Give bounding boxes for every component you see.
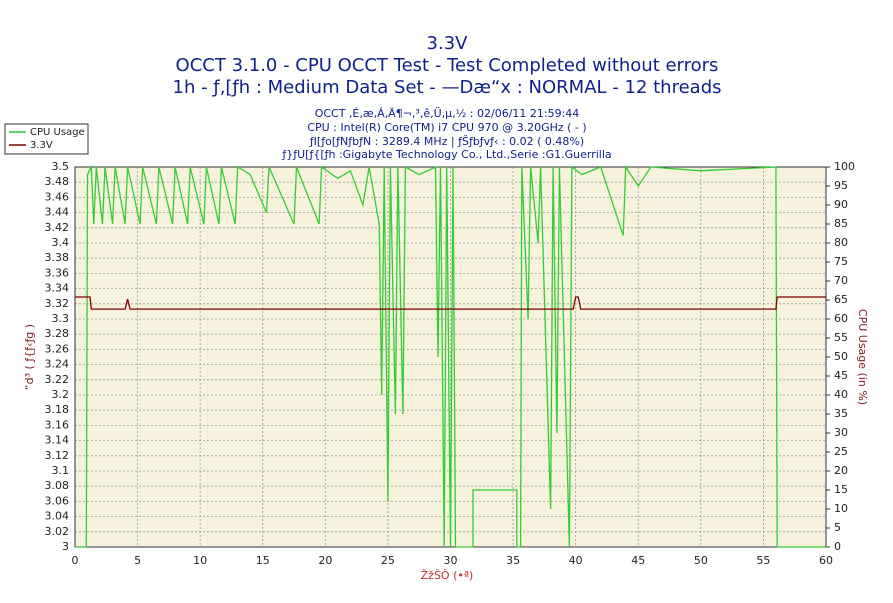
y-tick-label: 3.38	[45, 251, 70, 264]
x-tick-label: 20	[318, 554, 332, 567]
y-tick-label: 3.08	[45, 479, 70, 492]
y-tick-label: 3.28	[45, 327, 70, 340]
x-tick-label: 25	[381, 554, 395, 567]
y2-tick-label: 75	[834, 255, 848, 268]
y-tick-label: 3.42	[45, 221, 70, 234]
y-tick-label: 3.06	[45, 494, 70, 507]
series-line	[75, 164, 826, 548]
y-tick-label: 3.1	[52, 464, 70, 477]
info-line: OCCT ‚É‚æ‚Á‚Ä¶¬‚³‚ê‚Ü‚µ‚½ : 02/06/11 21:…	[315, 107, 580, 120]
legend-box	[4, 123, 89, 155]
y2-axis-title: CPU Usage (in %)	[856, 309, 869, 405]
y-tick-label: 3.12	[45, 449, 70, 462]
x-tick-label: 30	[444, 554, 458, 567]
y2-tick-label: 80	[834, 236, 848, 249]
y-tick-label: 3.26	[45, 342, 70, 355]
y2-tick-label: 50	[834, 350, 848, 363]
info-line: CPU : Intel(R) Core(TM) i7 CPU 970 @ 3.2…	[307, 121, 586, 134]
info-line: ƒI[ƒo[ƒNƒbƒN : 3289.4 MHz | ƒŠƒbƒvƒ‹ : 0…	[309, 135, 584, 148]
y2-tick-label: 100	[834, 160, 855, 173]
legend-label: 3.3V	[30, 140, 53, 151]
y2-tick-label: 5	[834, 521, 841, 534]
legend-label: CPU Usage	[30, 127, 85, 138]
x-axis-title: ŽžŠÔ (•ª)	[421, 569, 474, 582]
x-tick-label: 15	[256, 554, 270, 567]
y-tick-label: 3.22	[45, 373, 70, 386]
x-tick-label: 0	[72, 554, 79, 567]
x-tick-label: 55	[756, 554, 770, 567]
series-line	[75, 296, 826, 310]
y-tick-label: 3.32	[45, 297, 70, 310]
y-tick-label: 3	[62, 540, 69, 553]
y2-tick-label: 85	[834, 217, 848, 230]
info-line: ƒ}ƒU[ƒ{[ƒh :Gigabyte Technology Co., Ltd…	[281, 148, 611, 161]
x-tick-label: 5	[134, 554, 141, 567]
y-tick-label: 3.34	[45, 282, 70, 295]
y2-tick-label: 70	[834, 274, 848, 287]
y-tick-label: 3.44	[45, 206, 70, 219]
y2-tick-label: 60	[834, 312, 848, 325]
y2-tick-label: 0	[834, 540, 841, 553]
y2-tick-label: 65	[834, 293, 848, 306]
y-tick-label: 3.3	[52, 312, 70, 325]
y2-tick-label: 95	[834, 179, 848, 192]
chart-subtitle: 1h - ƒ‚[ƒh : Medium Data Set - —Dæ“x : N…	[173, 77, 722, 98]
x-tick-label: 40	[569, 554, 583, 567]
y-tick-label: 3.36	[45, 266, 70, 279]
y2-tick-label: 45	[834, 369, 848, 382]
y2-tick-label: 10	[834, 502, 848, 515]
y-tick-label: 3.18	[45, 403, 70, 416]
y-tick-label: 3.5	[52, 160, 70, 173]
y2-tick-label: 25	[834, 445, 848, 458]
y-tick-label: 3.46	[45, 190, 70, 203]
y-tick-label: 3.48	[45, 175, 70, 188]
y2-tick-label: 90	[834, 198, 848, 211]
x-tick-label: 35	[506, 554, 520, 567]
x-tick-label: 60	[819, 554, 833, 567]
y2-tick-label: 55	[834, 331, 848, 344]
y2-tick-label: 30	[834, 426, 848, 439]
chart-subtitle: OCCT 3.1.0 - CPU OCCT Test - Test Comple…	[176, 55, 719, 76]
y-tick-label: 3.2	[52, 388, 70, 401]
y-tick-label: 3.14	[45, 434, 70, 447]
y-axis-title: “d³ ( ƒ{ƒ‹ƒg )	[23, 324, 36, 390]
x-tick-label: 50	[694, 554, 708, 567]
x-tick-label: 45	[631, 554, 645, 567]
y2-tick-label: 20	[834, 464, 848, 477]
y-tick-label: 3.16	[45, 418, 70, 431]
x-tick-label: 10	[193, 554, 207, 567]
y-tick-label: 3.02	[45, 525, 70, 538]
y-tick-label: 3.4	[52, 236, 70, 249]
chart-title: 3.3V	[427, 33, 469, 54]
y2-tick-label: 35	[834, 407, 848, 420]
y-tick-label: 3.04	[45, 510, 70, 523]
y2-tick-label: 15	[834, 483, 848, 496]
y-tick-label: 3.24	[45, 358, 70, 371]
y2-tick-label: 40	[834, 388, 848, 401]
